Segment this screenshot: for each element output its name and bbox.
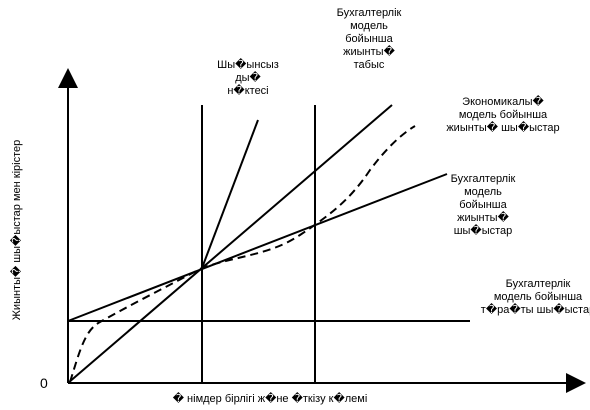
annotation: жиынты�	[457, 210, 509, 224]
annotation: Шы�ынсыз	[217, 57, 279, 71]
annotation: модель	[464, 186, 502, 198]
origin-label: 0	[40, 375, 48, 391]
annotation: бойынша	[345, 33, 393, 45]
annotation: т�ра�ты шы�ыстар	[481, 302, 590, 316]
annotation: жиынты�	[343, 44, 395, 58]
annotation: Бухгалтерлік	[337, 7, 402, 19]
x-axis-label: � німдер бірлігі ж�не �ткізу к�лемі	[173, 391, 368, 405]
annotation: табыс	[354, 59, 385, 71]
annotation: шы�ыстар	[454, 223, 513, 237]
annotation: н�ктесі	[227, 83, 268, 97]
revenue-line	[67, 104, 393, 384]
annotation: жиынты� шы�ыстар	[446, 120, 559, 134]
steep-line	[201, 119, 259, 269]
annotation: Бухгалтерлік	[451, 173, 516, 185]
annotation: модель бойынша	[459, 109, 548, 121]
annotation: ды�	[235, 70, 261, 84]
annotation: Бухгалтерлік	[506, 278, 571, 290]
annotation: Экономикалы�	[462, 94, 544, 108]
cost-line	[67, 173, 448, 322]
economic-cost-curve	[69, 125, 416, 383]
annotation: модель бойынша	[494, 291, 583, 303]
y-axis-label: Жиынты� шы�ыстар мен кірістер	[9, 140, 23, 320]
annotation: модель	[350, 20, 388, 32]
annotation: бойынша	[459, 199, 507, 211]
